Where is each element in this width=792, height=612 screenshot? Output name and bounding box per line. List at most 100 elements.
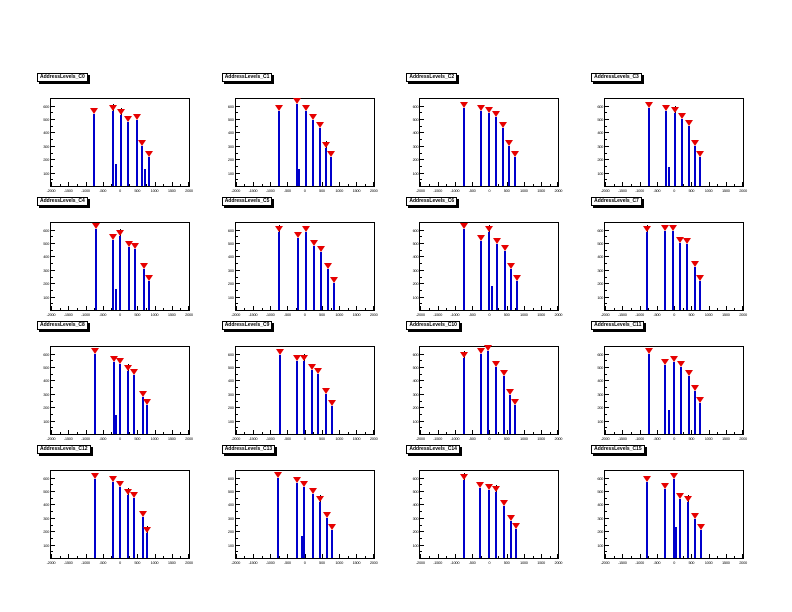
plot-frame: -2000 -1500 -1000 -500 0 500 1000 1500 2000 600 50…	[597, 222, 747, 317]
y-minor-tick	[605, 497, 608, 499]
x-minor-tick	[261, 184, 263, 186]
peak-triangle-marker-icon	[144, 275, 153, 282]
x-tick-label: 1000	[704, 436, 713, 441]
peak-triangle-marker-icon	[275, 226, 284, 233]
x-tick	[725, 554, 727, 558]
y-tick	[235, 393, 240, 395]
spike-bar	[487, 489, 490, 558]
x-tick	[171, 430, 173, 434]
histogram-pad: AddressLevels_C4 -2000 -1500 -1000 -500 0 500 1…	[20, 184, 204, 317]
y-tick	[420, 367, 425, 369]
histogram-pad: AddressLevels_C3 -2000 -1500 -1000 -500 0 500 1…	[574, 60, 758, 193]
x-tick	[68, 306, 70, 310]
spike-bar	[502, 505, 505, 558]
peak-triangle-marker-icon	[696, 397, 705, 404]
peak-triangle-marker-icon	[130, 491, 139, 498]
x-tick-label: 0	[303, 312, 306, 317]
x-tick-label: 1000	[704, 560, 713, 565]
x-minor-tick	[111, 432, 113, 434]
peak-triangle-marker-icon	[307, 363, 316, 370]
histogram-pad: AddressLevels_C12 -2000 -1500 -1000 -500 0 500…	[20, 432, 204, 565]
spike-bar	[330, 157, 333, 186]
x-tick-label: 1500	[537, 436, 545, 441]
spike-bar	[312, 120, 315, 186]
peak-triangle-marker-icon	[301, 105, 310, 112]
x-minor-tick	[498, 556, 500, 558]
histogram-pad: AddressLevels_C11 -2000 -1500 -1000 -500 0 500…	[574, 308, 758, 441]
histogram-pad: AddressLevels_C9 -2000 -1500 -1000 -500 0 500 1…	[205, 308, 389, 441]
y-minor-tick	[51, 484, 53, 486]
y-tick	[605, 367, 610, 369]
x-tick-label: 500	[688, 560, 695, 565]
x-tick-label: -1500	[617, 188, 627, 193]
x-tick-label: -500	[468, 436, 476, 441]
y-tick-label: 300	[43, 515, 49, 521]
x-tick-label: 1000	[335, 560, 344, 565]
x-tick-label: 500	[319, 436, 325, 441]
y-tick-label: 200	[43, 281, 49, 287]
x-minor-tick	[498, 308, 500, 310]
x-tick-label: -500	[284, 312, 291, 317]
y-tick-label: 300	[43, 391, 49, 397]
histogram-pad: AddressLevels_C6 -2000 -1500 -1000 -500 0 500 1…	[389, 184, 573, 317]
y-minor-tick	[51, 360, 53, 362]
y-minor-tick	[235, 511, 238, 513]
x-tick-label: -500	[99, 312, 107, 317]
peak-triangle-marker-icon	[477, 235, 486, 242]
x-tick	[454, 554, 456, 558]
x-minor-tick	[244, 432, 246, 434]
y-minor-tick	[605, 413, 608, 415]
y-minor-tick	[235, 303, 238, 305]
x-minor-tick	[549, 432, 551, 434]
y-tick	[235, 477, 240, 479]
y-tick-label: 600	[597, 351, 604, 357]
x-minor-tick	[244, 308, 246, 310]
y-tick-label: 500	[412, 365, 419, 371]
y-minor-tick	[235, 249, 238, 251]
y-tick-label: 500	[43, 489, 49, 495]
y-tick-label: 400	[43, 502, 49, 508]
x-tick	[725, 430, 727, 434]
y-tick	[51, 105, 55, 107]
peak-triangle-marker-icon	[327, 399, 336, 406]
x-tick	[691, 430, 693, 434]
spike-bar	[699, 281, 702, 310]
spike-bar	[279, 355, 282, 434]
x-tick	[51, 430, 52, 434]
x-tick-label: -2000	[600, 188, 610, 193]
y-minor-tick	[51, 263, 53, 265]
x-tick	[235, 306, 237, 310]
y-minor-tick	[420, 139, 423, 141]
x-tick	[171, 306, 173, 310]
y-minor-tick	[605, 400, 608, 402]
x-tick-label: 0	[673, 312, 676, 317]
peak-triangle-marker-icon	[132, 114, 141, 121]
y-tick	[605, 256, 610, 258]
y-tick-label: 100	[227, 418, 234, 424]
y-tick	[420, 283, 425, 285]
x-minor-tick	[717, 308, 719, 310]
y-tick-label: 400	[227, 130, 234, 136]
plot-frame: -2000 -1500 -1000 -500 0 500 1000 1500 2000 600 50…	[43, 470, 193, 565]
x-tick	[154, 306, 156, 310]
y-tick-label: 400	[43, 130, 49, 136]
x-minor-tick	[613, 432, 615, 434]
y-tick-label: 200	[597, 405, 604, 411]
x-tick-label: 0	[488, 188, 491, 193]
y-tick	[420, 172, 425, 174]
peak-triangle-marker-icon	[690, 139, 699, 146]
spike-bar	[120, 115, 123, 186]
y-minor-tick	[235, 360, 238, 362]
spike-bar	[134, 249, 137, 310]
x-tick-label: -1000	[635, 560, 644, 565]
x-tick	[188, 306, 189, 310]
y-minor-tick	[235, 400, 238, 402]
y-minor-tick	[605, 484, 608, 486]
x-tick	[137, 430, 139, 434]
x-tick	[339, 306, 341, 310]
x-minor-tick	[76, 308, 78, 310]
spike-bar	[502, 376, 505, 434]
spike-bar	[647, 107, 650, 186]
x-minor-tick	[244, 556, 246, 558]
y-minor-tick	[420, 360, 423, 362]
